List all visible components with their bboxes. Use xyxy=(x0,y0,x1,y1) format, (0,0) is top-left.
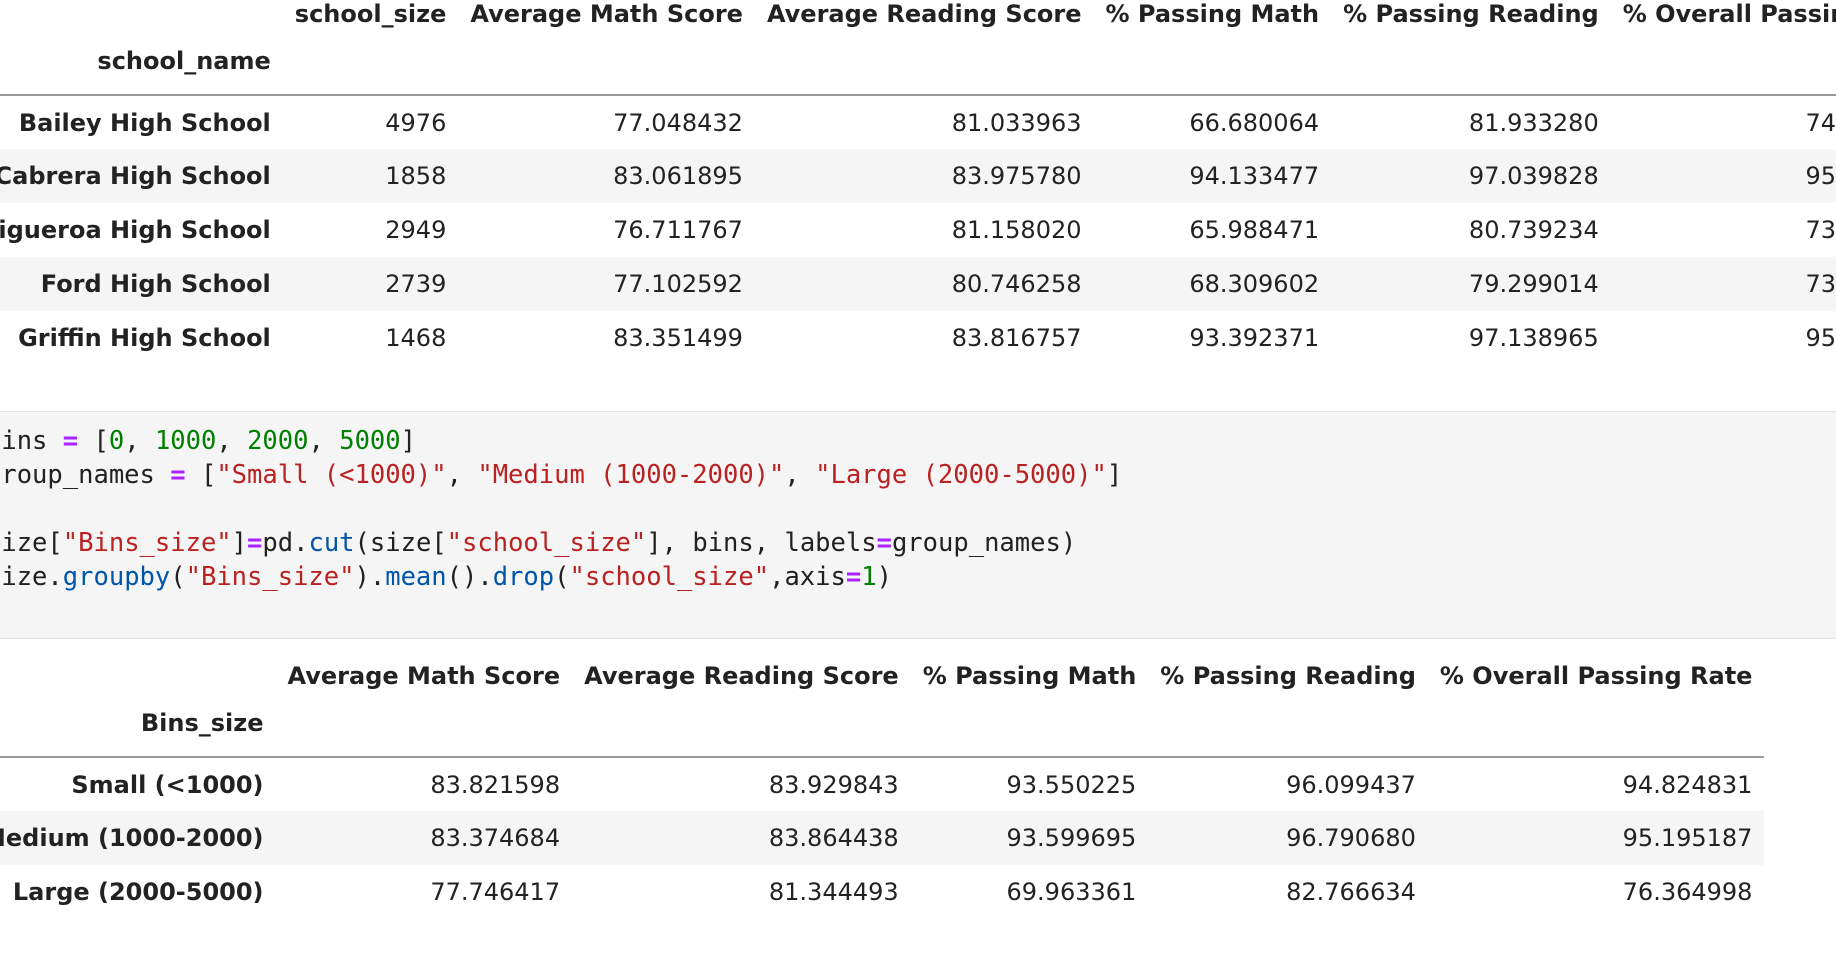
table-cell: 83.061895 xyxy=(613,162,743,190)
table-cell: 81.933280 xyxy=(1468,108,1599,137)
table-cell: 81.158020 xyxy=(951,216,1082,244)
column-header: % Overall Passing Rate xyxy=(1439,662,1753,690)
code-editor[interactable]: bins = [0, 1000, 2000, 5000] group_names… xyxy=(0,426,1123,592)
school-summary-table: school_size Average Math Score Average R… xyxy=(0,0,1836,365)
index-name: Bins_size xyxy=(0,690,276,758)
table-cell: 95.195187 xyxy=(1622,824,1753,852)
table-cell: 83.929843 xyxy=(768,770,899,799)
table-header-row: school_size Average Math Score Average R… xyxy=(0,0,1836,28)
table-cell: 77.048432 xyxy=(613,108,743,137)
row-label: Figueroa High School xyxy=(0,216,271,244)
table-cell: 95.265668 xyxy=(1805,324,1836,352)
table-row: Large (2000-5000) 77.746417 81.344493 69… xyxy=(0,865,1764,919)
row-label: Cabrera High School xyxy=(0,162,271,190)
column-header: % Overall Passing Rate xyxy=(1622,0,1836,28)
table-cell: 83.975780 xyxy=(951,162,1082,190)
table-cell: 2949 xyxy=(385,216,447,244)
index-header-row: school_name xyxy=(0,28,1836,96)
table-cell: 65.988471 xyxy=(1189,216,1320,244)
column-header: % Passing Reading xyxy=(1160,662,1416,690)
table-cell: 80.739234 xyxy=(1468,216,1599,244)
table-cell: 97.039828 xyxy=(1468,162,1599,190)
table-cell: 83.821598 xyxy=(430,770,561,799)
table-cell: 82.766634 xyxy=(1286,878,1416,906)
table-cell: 97.138965 xyxy=(1468,324,1599,352)
table-cell: 83.864438 xyxy=(768,824,899,852)
table-cell: 4976 xyxy=(385,108,447,137)
table-cell: 73.804308 xyxy=(1805,270,1836,298)
column-header: school_size xyxy=(294,0,447,28)
column-header: Average Math Score xyxy=(470,0,743,28)
row-label: Ford High School xyxy=(40,270,271,298)
table-row: Medium (1000-2000) 83.374684 83.864438 9… xyxy=(0,811,1765,865)
table-cell: 81.033963 xyxy=(951,108,1082,137)
table-cell: 96.099437 xyxy=(1286,770,1416,799)
index-header-row: Bins_size xyxy=(0,690,1765,758)
table-cell: 76.711767 xyxy=(613,216,743,244)
table-cell: 1858 xyxy=(385,162,447,190)
code-cell[interactable]: bins = [0, 1000, 2000, 5000] group_names… xyxy=(0,411,1836,639)
table-row: Small (<1000) 83.821598 83.929843 93.550… xyxy=(0,757,1764,811)
table-cell: 76.364998 xyxy=(1622,878,1753,906)
table-cell: 93.392371 xyxy=(1189,324,1320,352)
column-header: Average Reading Score xyxy=(766,0,1082,28)
index-name: school_name xyxy=(0,28,283,96)
table-cell: 96.790680 xyxy=(1286,824,1416,852)
column-header-blank xyxy=(0,0,283,28)
table-row: Griffin High School 1468 83.351499 83.81… xyxy=(0,311,1836,365)
table-cell: 77.746417 xyxy=(430,878,561,906)
table-cell: 66.680064 xyxy=(1189,108,1320,137)
row-label: Small (<1000) xyxy=(71,770,264,799)
table-header-row: Average Math Score Average Reading Score… xyxy=(0,662,1764,690)
table-row: Figueroa High School 2949 76.711767 81.1… xyxy=(0,203,1836,257)
size-bins-summary-table: Average Math Score Average Reading Score… xyxy=(0,662,1765,919)
table-cell: 83.351499 xyxy=(613,324,743,352)
table-row: Ford High School 2739 77.102592 80.74625… xyxy=(0,257,1836,311)
row-label: Medium (1000-2000) xyxy=(0,824,264,852)
table-cell: 95.586652 xyxy=(1805,162,1836,190)
table-cell: 1468 xyxy=(385,324,447,352)
table-cell: 2739 xyxy=(385,270,447,298)
row-label: Large (2000-5000) xyxy=(12,878,264,906)
table-cell: 83.816757 xyxy=(951,324,1082,352)
table-cell: 94.133477 xyxy=(1189,162,1320,190)
table-row: Cabrera High School 1858 83.061895 83.97… xyxy=(0,149,1836,203)
table-cell: 73.363852 xyxy=(1805,216,1836,244)
table-cell: 80.746258 xyxy=(951,270,1082,298)
table-cell: 74.306672 xyxy=(1805,108,1836,137)
column-header: Average Math Score xyxy=(287,662,561,690)
row-label: Griffin High School xyxy=(18,324,271,352)
table-row: Bailey High School 4976 77.048432 81.033… xyxy=(0,95,1836,149)
table-cell: 83.374684 xyxy=(430,824,561,852)
table-cell: 93.599695 xyxy=(1006,824,1137,852)
table-cell: 68.309602 xyxy=(1189,270,1320,298)
row-label: Bailey High School xyxy=(18,108,271,137)
column-header: % Passing Reading xyxy=(1343,0,1599,28)
table-cell: 69.963361 xyxy=(1006,878,1137,906)
table-cell: 79.299014 xyxy=(1468,270,1599,298)
table-cell: 77.102592 xyxy=(613,270,743,298)
table-cell: 93.550225 xyxy=(1006,770,1137,799)
table-cell: 94.824831 xyxy=(1622,770,1753,799)
table-cell: 81.344493 xyxy=(768,878,899,906)
column-header-blank xyxy=(0,662,276,690)
column-header: % Passing Math xyxy=(922,662,1137,690)
column-header: % Passing Math xyxy=(1105,0,1320,28)
column-header: Average Reading Score xyxy=(584,662,899,690)
